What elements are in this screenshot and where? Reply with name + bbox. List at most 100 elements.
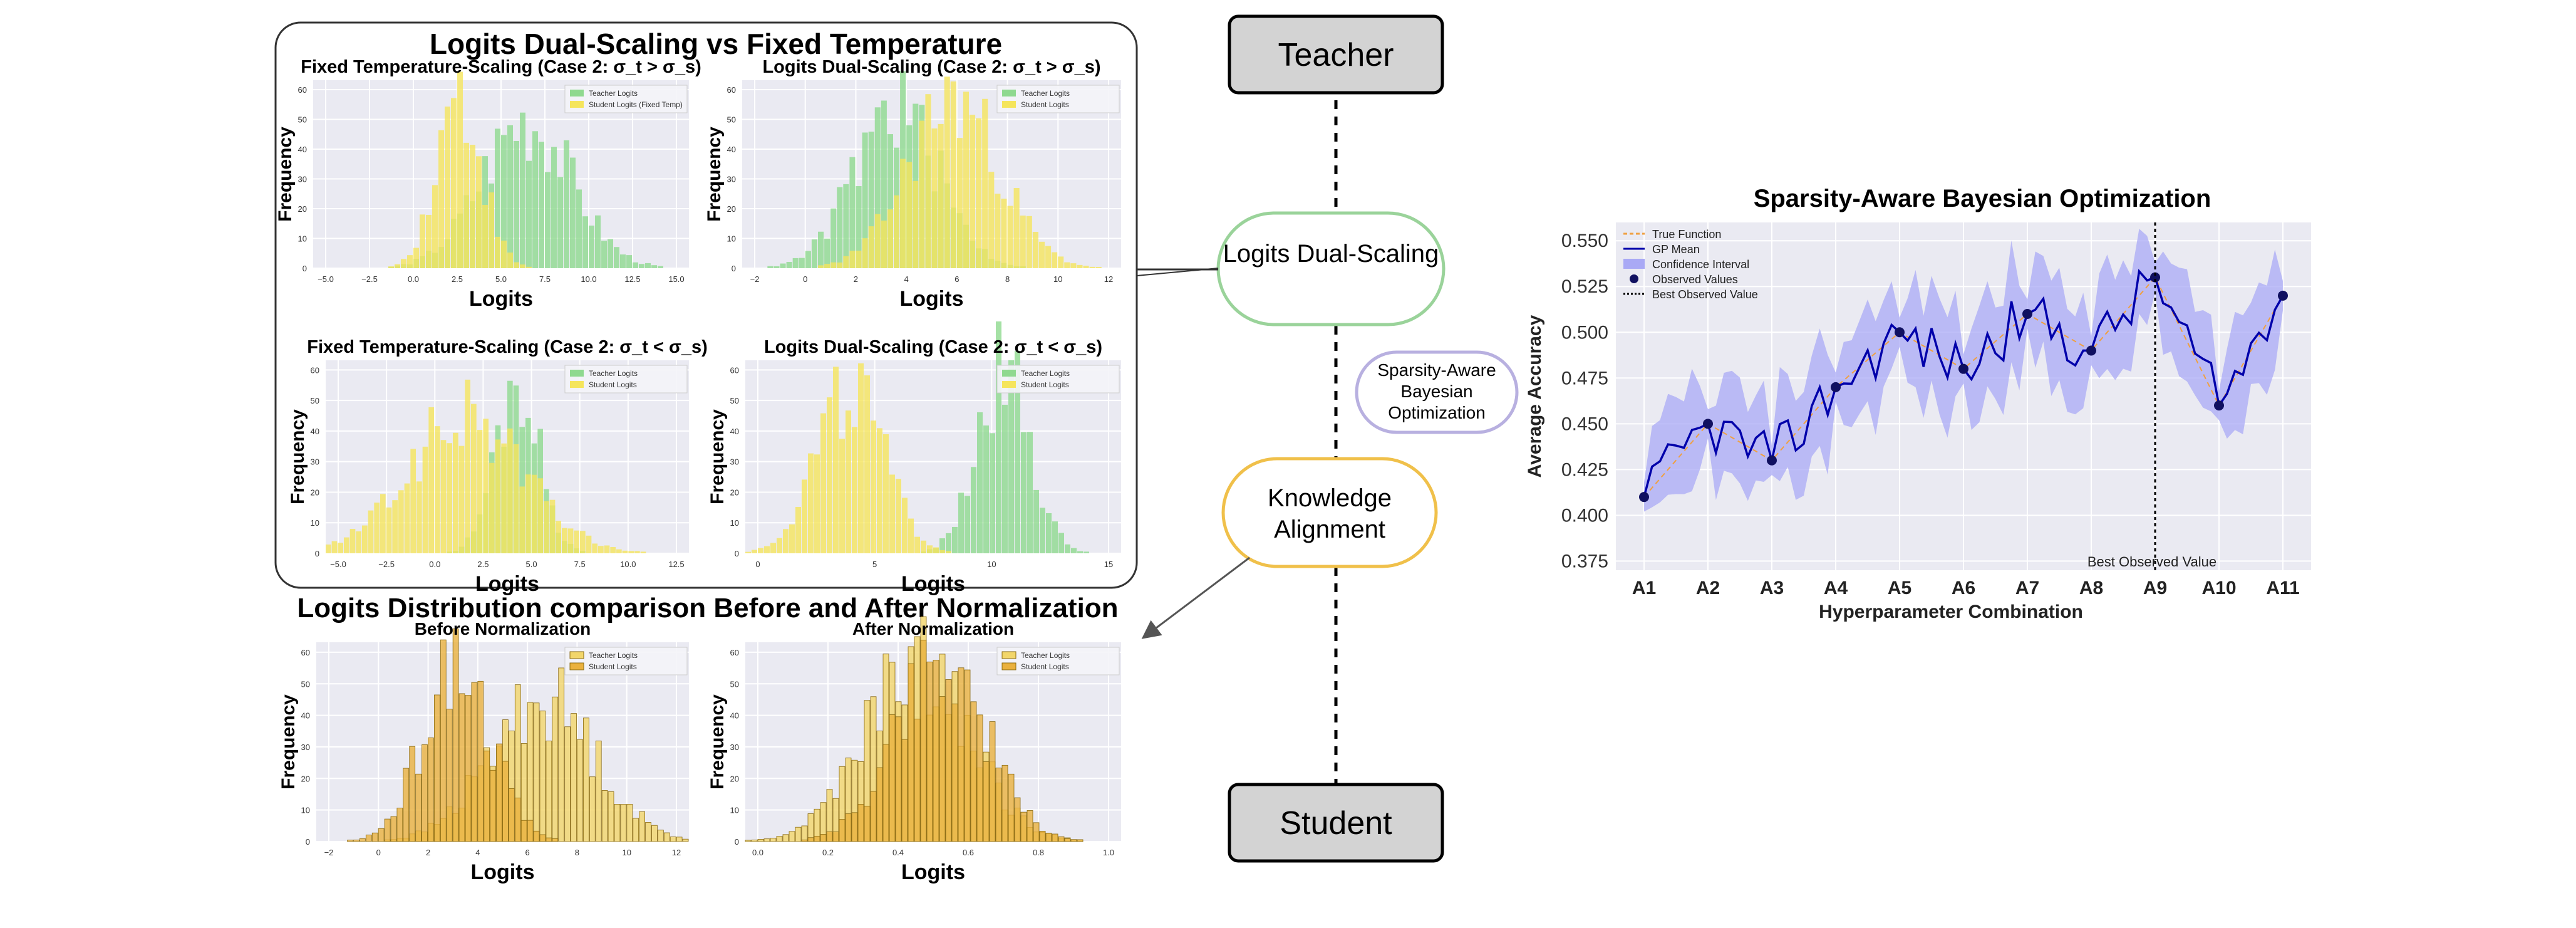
student-bar — [1070, 263, 1077, 268]
student-bar — [546, 837, 552, 842]
x-tick-label: 10.0 — [581, 274, 596, 284]
student-bar — [520, 820, 527, 842]
teacher-bar — [539, 142, 544, 268]
y-tick-label: 0 — [735, 837, 739, 847]
student-bar — [839, 819, 846, 842]
x-tick-label: −2.5 — [361, 274, 378, 284]
y-tick-label: 10 — [727, 234, 736, 244]
student-bar — [514, 798, 521, 842]
student-bar — [525, 474, 531, 553]
teacher-bar — [990, 433, 995, 553]
teacher-bar — [874, 107, 881, 268]
teacher-bar — [626, 803, 633, 842]
student-bar — [843, 256, 849, 268]
x-tick-label: 15.0 — [668, 274, 684, 284]
teacher-bar — [767, 266, 773, 268]
student-bar — [403, 768, 410, 842]
legend-label: Student Logits (Fixed Temp) — [589, 100, 683, 109]
student-bar — [900, 159, 906, 268]
y-axis-label: Frequency — [707, 694, 728, 790]
teacher-bar — [564, 140, 569, 268]
x-tick-label: 0.0 — [752, 848, 763, 857]
chart-y-label: Average Accuracy — [1524, 315, 1545, 477]
student-bar — [395, 264, 400, 268]
student-bar — [556, 521, 561, 553]
teacher-bar — [807, 813, 814, 842]
teacher-bar — [801, 825, 808, 842]
student-bar — [933, 547, 939, 553]
teacher-bar — [551, 147, 557, 268]
lower-title: Logits Distribution comparison Before an… — [297, 593, 1118, 623]
legend-label: Teacher Logits — [589, 369, 638, 378]
comparison-panel-frame — [274, 21, 1138, 589]
teacher-bar — [514, 140, 519, 268]
histogram-title: Logits Dual-Scaling (Case 2: σ_t > σ_s) — [762, 57, 1100, 77]
teacher-bar — [811, 239, 817, 268]
student-bar — [465, 695, 472, 842]
histogram-dual-scaling-gt: 0 10 20 30 40 50 60 −2 0 2 4 6 8 10 12 Teacher Logits St… — [704, 57, 1121, 311]
teacher-bar — [849, 157, 856, 268]
teacher-bar — [501, 135, 507, 268]
histogram-before-normalization: 0 10 20 30 40 50 60 −2 0 2 4 6 8 10 12 Teacher Logits St… — [278, 619, 689, 884]
student-bar — [514, 262, 519, 268]
student-bar — [839, 439, 845, 553]
bayes-label: Sparsity-Aware Bayesian Optimization — [1377, 360, 1496, 422]
student-bar — [824, 264, 830, 268]
student-bar — [837, 262, 843, 268]
student-bar — [1052, 252, 1058, 268]
legend-label: Observed Values — [1652, 273, 1738, 286]
student-bar — [386, 507, 392, 553]
student-bar — [964, 669, 971, 842]
teacher-bar — [1052, 521, 1058, 553]
legend-box — [564, 85, 688, 113]
student-bar — [574, 530, 579, 553]
student-bar — [1014, 797, 1021, 842]
x-tick-label: 6 — [954, 274, 959, 284]
alignment-to-lower-arrow — [1141, 556, 1250, 639]
legend-label: Best Observed Value — [1652, 288, 1758, 301]
student-bar — [413, 248, 419, 268]
x-tick-label: 0.6 — [963, 848, 974, 857]
x-tick-label: 2 — [426, 848, 430, 857]
y-tick-label: 0.450 — [1561, 414, 1608, 434]
teacher-bar — [532, 131, 538, 268]
student-bar — [501, 443, 507, 553]
legend-label: Student Logits — [1021, 100, 1069, 109]
teacher-bar — [952, 526, 958, 553]
observed-point-a4 — [1831, 382, 1841, 392]
student-bar — [495, 439, 501, 553]
student-bar — [527, 820, 534, 842]
teacher-bar — [780, 263, 786, 268]
teacher-bar — [626, 255, 632, 268]
teacher-bar — [745, 840, 752, 842]
teacher-bar — [507, 125, 513, 268]
teacher-bar — [539, 711, 546, 842]
x-tick-label: −2 — [324, 848, 334, 857]
student-bar — [889, 474, 895, 553]
x-tick-label: A3 — [1760, 578, 1784, 598]
student-bar — [326, 545, 331, 553]
y-axis-label: Frequency — [704, 127, 725, 222]
x-tick-label: A7 — [2015, 578, 2039, 598]
observed-point-a5 — [1895, 327, 1905, 338]
student-bar — [752, 550, 757, 553]
y-tick-label: 0 — [735, 549, 739, 558]
student-bar — [422, 744, 428, 842]
student-bar — [365, 835, 372, 842]
student-bar — [820, 834, 827, 842]
student-bar — [995, 194, 1001, 268]
legend-box — [564, 647, 688, 675]
y-tick-label: 10 — [311, 518, 319, 528]
student-bar — [453, 432, 458, 553]
y-tick-label: 20 — [298, 204, 307, 214]
student-bar — [416, 481, 422, 553]
teacher-bar — [601, 241, 607, 268]
legend-swatch — [1002, 381, 1016, 388]
student-bar — [483, 419, 489, 553]
legend-label: Confidence Interval — [1652, 258, 1749, 271]
teacher-bar — [620, 804, 627, 842]
student-bar — [628, 551, 634, 553]
teacher-bar — [792, 258, 799, 268]
teacher-bar — [1021, 432, 1027, 553]
